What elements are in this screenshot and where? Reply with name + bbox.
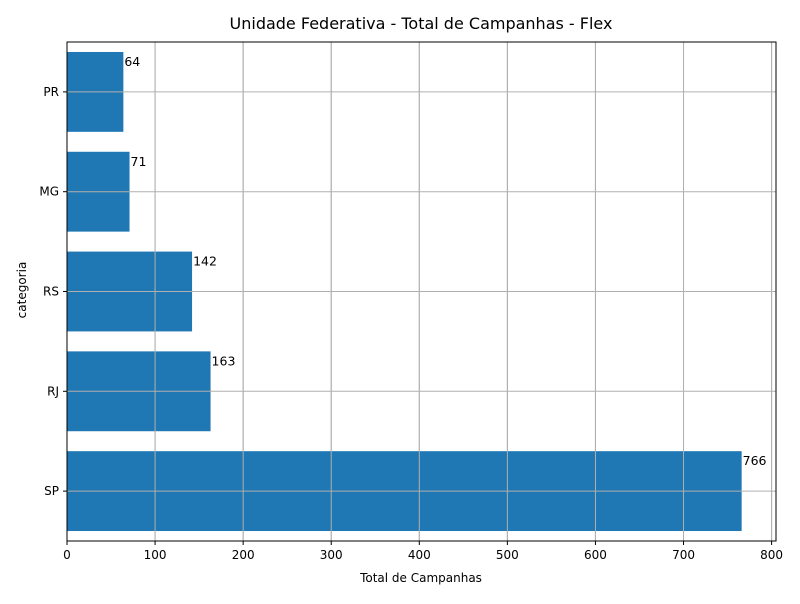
x-tick-label: 800 bbox=[760, 548, 783, 562]
x-tick-label: 200 bbox=[232, 548, 255, 562]
data-label-pr: 64 bbox=[124, 54, 140, 69]
x-tick-label: 700 bbox=[672, 548, 695, 562]
y-tick-label: MG bbox=[39, 185, 59, 199]
x-tick-label: 300 bbox=[320, 548, 343, 562]
x-axis-ticks: 0 100 200 300 400 500 600 700 800 bbox=[63, 541, 783, 562]
x-tick-label: 400 bbox=[408, 548, 431, 562]
y-tick-label: PR bbox=[43, 85, 59, 99]
y-tick-label: SP bbox=[44, 484, 59, 498]
x-tick-label: 600 bbox=[584, 548, 607, 562]
y-tick-label: RJ bbox=[47, 384, 59, 398]
data-labels: 766 163 142 71 64 bbox=[66, 42, 776, 541]
data-label-rj: 163 bbox=[212, 353, 236, 368]
data-label-rs: 142 bbox=[193, 254, 217, 269]
y-axis-label: categoria bbox=[15, 262, 29, 319]
x-axis-label: Total de Campanhas bbox=[359, 571, 482, 585]
plot-frame bbox=[66, 41, 777, 542]
chart-title: Unidade Federativa - Total de Campanhas … bbox=[230, 14, 613, 33]
y-tick-label: RS bbox=[43, 285, 59, 299]
x-tick-label: 0 bbox=[63, 548, 71, 562]
y-axis-ticks: SP RJ RS MG PR bbox=[39, 85, 67, 498]
x-tick-label: 100 bbox=[144, 548, 167, 562]
data-label-mg: 71 bbox=[131, 154, 147, 169]
data-label-sp: 766 bbox=[743, 453, 767, 468]
x-tick-label: 500 bbox=[496, 548, 519, 562]
